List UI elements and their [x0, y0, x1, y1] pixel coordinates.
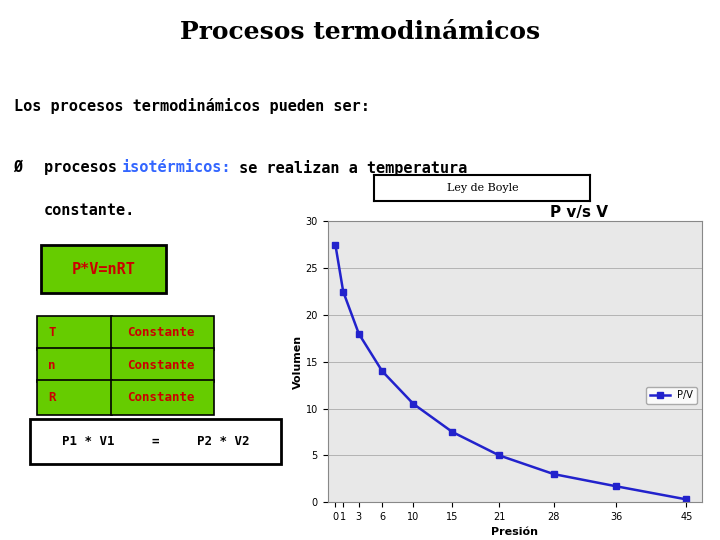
P/V	[331, 241, 340, 248]
Text: se realizan a temperatura: se realizan a temperatura	[230, 160, 467, 176]
P/V	[354, 330, 363, 337]
Text: R: R	[48, 391, 56, 404]
Y-axis label: Volumen: Volumen	[292, 335, 302, 389]
Text: isotérmicos:: isotérmicos:	[122, 160, 231, 175]
P/V	[448, 429, 456, 435]
Text: Constante: Constante	[127, 359, 194, 372]
FancyBboxPatch shape	[37, 316, 112, 350]
P/V	[612, 483, 621, 490]
P/V	[495, 452, 503, 458]
Text: P*V=nRT: P*V=nRT	[71, 262, 135, 276]
Line: P/V: P/V	[333, 242, 689, 502]
P/V	[378, 368, 387, 374]
Text: n: n	[48, 359, 56, 372]
Text: Procesos termodinámicos: Procesos termodinámicos	[180, 21, 540, 44]
FancyBboxPatch shape	[30, 419, 281, 464]
P/V	[549, 471, 558, 477]
Text: Ley de Boyle: Ley de Boyle	[446, 183, 518, 193]
Text: P1 * V1     =     P2 * V2: P1 * V1 = P2 * V2	[62, 435, 249, 448]
Text: P v/s V: P v/s V	[550, 205, 608, 220]
P/V	[339, 288, 348, 295]
Text: Ø: Ø	[14, 160, 22, 175]
FancyBboxPatch shape	[40, 245, 166, 293]
X-axis label: Presión: Presión	[491, 528, 539, 537]
Text: Constante: Constante	[127, 391, 194, 404]
Text: Los procesos termodinámicos pueden ser:: Los procesos termodinámicos pueden ser:	[14, 98, 369, 114]
FancyBboxPatch shape	[111, 316, 214, 350]
Legend: P/V: P/V	[647, 387, 697, 404]
Text: Constante: Constante	[127, 326, 194, 339]
FancyBboxPatch shape	[37, 380, 112, 415]
Text: constante.: constante.	[44, 202, 135, 218]
FancyBboxPatch shape	[37, 348, 112, 382]
FancyBboxPatch shape	[111, 348, 214, 382]
Text: procesos: procesos	[44, 160, 126, 175]
P/V	[682, 496, 690, 503]
FancyBboxPatch shape	[111, 380, 214, 415]
Text: T: T	[48, 326, 56, 339]
P/V	[409, 401, 418, 407]
